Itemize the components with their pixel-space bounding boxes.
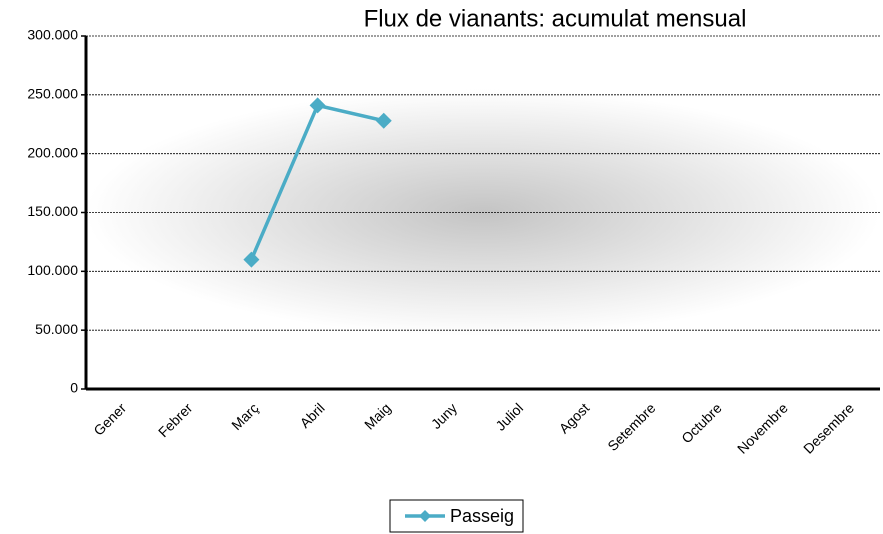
x-tick-label: Març	[228, 400, 261, 433]
y-tick-label: 250.000	[27, 86, 78, 102]
y-tick-label: 100.000	[27, 262, 78, 278]
y-tick-label: 200.000	[27, 144, 78, 160]
x-tick-label: Juny	[428, 400, 460, 432]
x-tick-label: Juliol	[492, 400, 526, 434]
x-tick-label: Setembre	[604, 400, 658, 454]
x-tick-label: Desembre	[800, 400, 857, 457]
y-tick-label: 150.000	[27, 203, 78, 219]
legend-label: Passeig	[450, 506, 514, 526]
y-tick-label: 0	[70, 380, 78, 396]
legend-marker	[419, 510, 431, 522]
x-tick-label: Agost	[556, 400, 593, 437]
marker	[309, 97, 326, 114]
x-tick-label: Maig	[361, 400, 394, 433]
x-tick-label: Febrer	[155, 400, 196, 441]
marker	[243, 251, 260, 268]
x-tick-label: Abril	[297, 400, 328, 431]
chart-title: Flux de vianants: acumulat mensual	[364, 5, 747, 32]
y-tick-label: 300.000	[27, 27, 78, 43]
legend: Passeig	[389, 499, 524, 533]
y-tick-label: 50.000	[35, 321, 78, 337]
x-tick-label: Novembre	[734, 400, 791, 457]
x-tick-label: Octubre	[678, 400, 725, 447]
marker	[375, 112, 392, 129]
x-tick-label: Gener	[90, 400, 129, 439]
